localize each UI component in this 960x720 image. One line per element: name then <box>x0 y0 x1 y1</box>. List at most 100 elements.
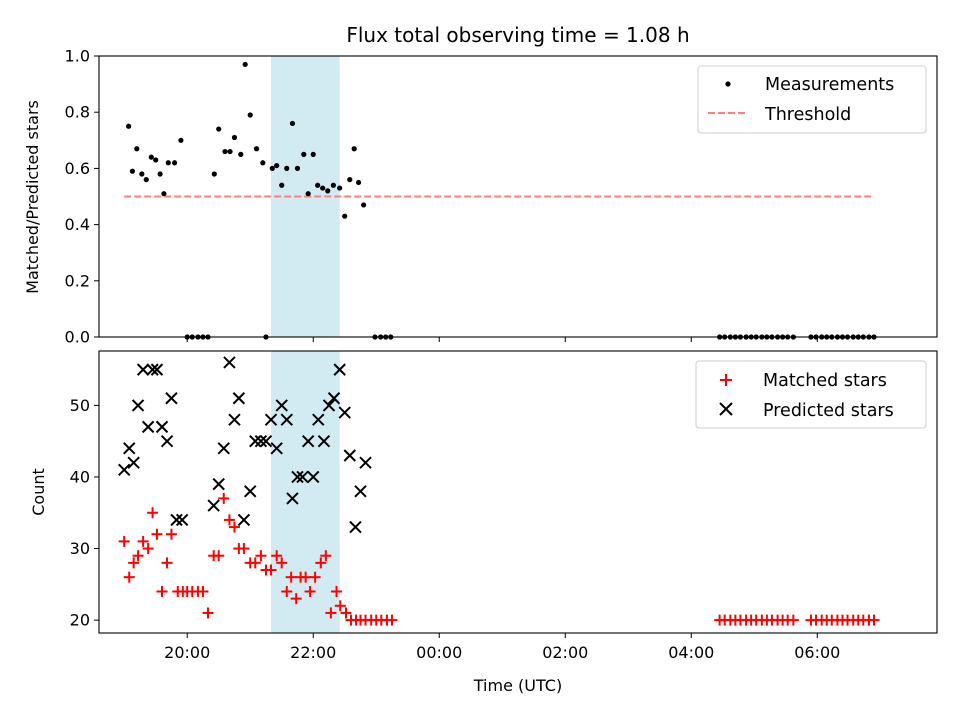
predicted-star-point <box>170 513 183 527</box>
measurement-point <box>178 137 184 143</box>
top-axes-frame <box>98 55 938 338</box>
predicted-star-point <box>333 363 346 376</box>
matched-star-point <box>197 585 209 597</box>
predicted-star-point <box>165 392 178 405</box>
measurement-point <box>161 191 167 197</box>
predicted-star-point <box>359 456 372 469</box>
matched-star-point <box>128 557 140 569</box>
matched-star-point <box>309 571 321 583</box>
measurement-point <box>172 160 178 166</box>
bottom-x-tick-label: 06:00 <box>794 643 840 662</box>
predicted-star-point <box>217 442 230 455</box>
matched-star-point <box>223 514 235 526</box>
top-y-tick-label: 0.2 <box>65 271 90 290</box>
matched-star-point <box>281 585 293 597</box>
predicted-star-point <box>232 392 246 405</box>
bottom-x-tick-label: 02:00 <box>542 643 588 662</box>
matched-star-point <box>340 607 352 619</box>
predicted-star-point <box>117 463 131 477</box>
predicted-star-point <box>275 399 288 412</box>
matched-star-point <box>331 585 343 597</box>
chart-title: Flux total observing time = 1.08 h <box>346 23 689 47</box>
top-panel: 0.0 0.2 0.4 0.6 0.8 1.0 Matched/Predicted sta… <box>23 47 938 347</box>
predicted-star-point <box>141 420 155 434</box>
matched-star-point <box>325 607 337 619</box>
matched-star-point <box>276 557 288 569</box>
top-y-tick-label: 1.0 <box>65 47 90 66</box>
predicted-star-point <box>264 413 278 426</box>
measurement-point <box>284 165 290 171</box>
bottom-x-tick-label: 20:00 <box>164 643 210 662</box>
matched-star-point <box>249 557 261 569</box>
top-y-tick-label: 0.4 <box>65 215 90 234</box>
matched-star-point <box>265 564 277 576</box>
top-legend: Measurements Threshold <box>697 65 927 134</box>
top-x-ticks <box>186 337 818 342</box>
top-y-ticks: 0.0 0.2 0.4 0.6 0.8 1.0 <box>65 47 99 347</box>
measurement-point <box>242 61 248 68</box>
measurement-point <box>269 165 275 171</box>
matched-star-point <box>787 614 799 626</box>
matched-star-point <box>218 492 230 504</box>
matched-star-point <box>202 607 214 619</box>
matched-star-point <box>238 543 250 555</box>
bottom-x-ticks: 20:00 22:00 00:00 02:00 04:00 06:00 <box>164 633 840 662</box>
matched-star-point <box>300 571 312 583</box>
predicted-star-point <box>249 434 262 448</box>
measurement-point <box>310 151 316 157</box>
measurement-point <box>129 168 135 174</box>
predicted-star-point <box>286 492 299 505</box>
measurement-point <box>165 160 171 166</box>
matched-star-point <box>255 550 267 562</box>
measurement-point <box>253 146 260 152</box>
measurement-point <box>279 182 285 188</box>
matched-star-point <box>142 543 154 555</box>
measurement-point <box>216 126 222 132</box>
matched-star-point <box>118 535 130 547</box>
matched-star-point <box>156 585 168 597</box>
predicted-star-point <box>175 513 189 527</box>
matched-star-point <box>137 535 149 547</box>
measurement-point <box>238 151 244 157</box>
predicted-star-point <box>123 442 136 455</box>
predicted-star-point <box>228 413 241 426</box>
measurement-point <box>315 182 321 188</box>
measurement-point <box>227 148 233 155</box>
measurement-point <box>347 177 353 183</box>
measurement-point <box>139 171 145 177</box>
matched-star-point <box>228 521 240 533</box>
matched-star-point <box>315 557 327 569</box>
x-axis-label: Time (UTC) <box>473 676 562 695</box>
matched-star-point <box>213 550 225 562</box>
predicted-star-point <box>349 520 362 534</box>
predicted-star-point <box>338 406 351 419</box>
predicted-star-point <box>291 470 304 484</box>
bottom-shaded-region <box>271 351 340 633</box>
matched-star-point <box>161 557 173 569</box>
matched-star-point <box>868 614 880 626</box>
measurement-point <box>211 171 217 177</box>
bottom-legend: Matched stars Predicted stars <box>695 360 927 429</box>
bottom-marks <box>117 356 880 626</box>
measurement-point <box>247 112 253 118</box>
predicted-star-point <box>155 420 169 434</box>
measurement-point <box>342 213 348 219</box>
measurement-point <box>361 202 367 208</box>
measurement-point <box>351 146 357 152</box>
measurement-point <box>274 162 280 169</box>
measurement-point <box>126 123 132 129</box>
measurement-point <box>143 177 149 183</box>
measurement-point <box>305 191 311 197</box>
predicted-star-point <box>254 434 268 448</box>
matched-star-point <box>320 550 332 562</box>
measurement-point <box>231 134 238 141</box>
bottom-y-axis-label: Count <box>29 468 48 516</box>
bottom-y-ticks: 20 30 40 50 <box>70 396 99 630</box>
matched-star-point <box>165 528 177 540</box>
measurement-point <box>260 160 266 166</box>
measurement-point <box>325 188 331 194</box>
bottom-legend-box <box>695 360 927 429</box>
predicted-star-point <box>270 442 283 455</box>
